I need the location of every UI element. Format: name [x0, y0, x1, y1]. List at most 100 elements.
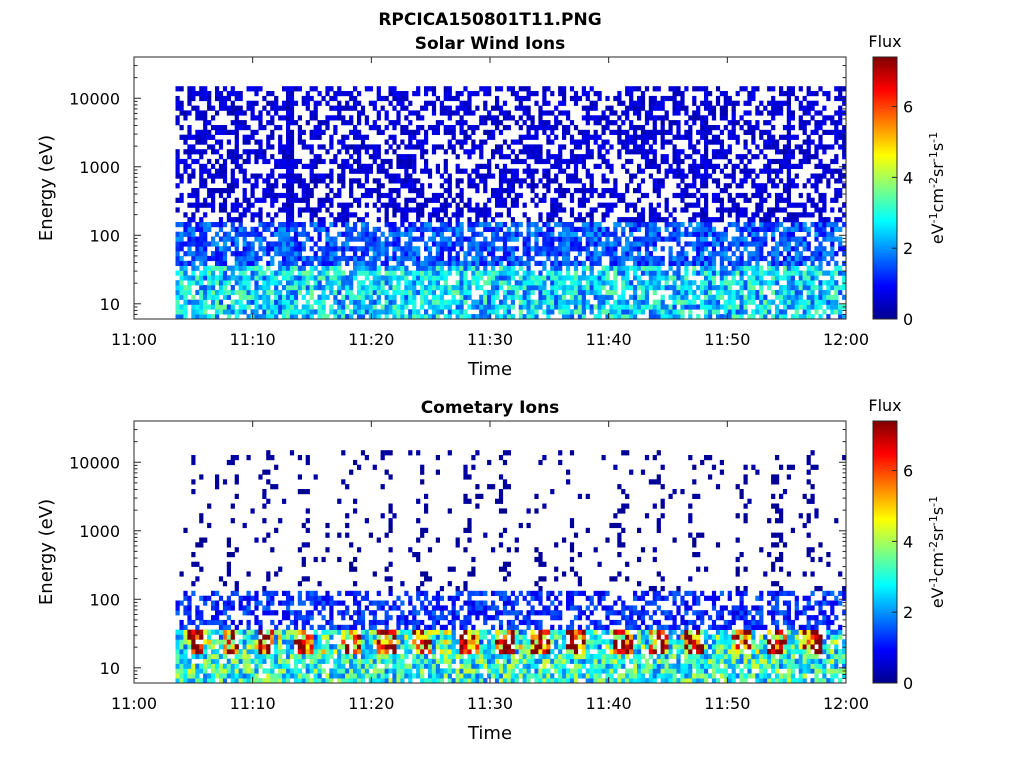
heatmap-cell	[380, 285, 385, 291]
heatmap-cell	[814, 246, 819, 252]
heatmap-cell	[238, 154, 243, 160]
heatmap-cell	[609, 241, 614, 247]
heatmap-cell	[798, 226, 803, 232]
heatmap-cell	[637, 285, 642, 291]
heatmap-cell	[289, 139, 295, 145]
heatmap-cell	[723, 236, 728, 242]
heatmap-cell	[345, 241, 350, 247]
heatmap-cell	[222, 285, 228, 291]
heatmap-cell	[483, 178, 488, 184]
heatmap-cell	[566, 226, 571, 232]
heatmap-cell	[822, 255, 827, 262]
heatmap-cell	[593, 134, 598, 140]
heatmap-cell	[554, 236, 559, 242]
heatmap-cell	[510, 251, 515, 257]
heatmap-cell	[199, 91, 204, 97]
heatmap-cell	[558, 251, 563, 257]
heatmap-cell	[218, 251, 224, 257]
heatmap-cell	[270, 154, 275, 160]
heatmap-cell	[372, 309, 377, 315]
heatmap-cell	[396, 100, 401, 106]
heatmap-cell	[183, 212, 188, 218]
heatmap-cell	[400, 95, 405, 102]
heatmap-cell	[696, 115, 701, 121]
heatmap-cell	[731, 100, 736, 106]
heatmap-cell	[688, 144, 693, 150]
heatmap-cell	[601, 241, 606, 247]
heatmap-cell	[435, 299, 440, 305]
heatmap-cell	[207, 91, 212, 97]
heatmap-cell	[341, 105, 346, 111]
heatmap-cell	[727, 222, 732, 228]
heatmap-cell	[806, 86, 811, 92]
heatmap-cell	[447, 226, 452, 232]
heatmap-cell	[483, 217, 488, 223]
heatmap-cell	[222, 129, 228, 135]
heatmap-cell	[337, 231, 342, 237]
heatmap-cell	[341, 285, 346, 291]
heatmap-cell	[183, 270, 188, 276]
heatmap-cell	[420, 149, 425, 155]
heatmap-cell	[550, 207, 555, 213]
heatmap-cell	[309, 222, 314, 228]
heatmap-cell	[475, 222, 480, 228]
heatmap-cell	[739, 86, 744, 92]
heatmap-cell	[191, 202, 196, 208]
heatmap-cell	[790, 125, 795, 131]
heatmap-cell	[569, 197, 575, 203]
heatmap-cell	[372, 125, 377, 131]
heatmap-cell	[286, 168, 291, 174]
heatmap-cell	[696, 129, 701, 135]
heatmap-cell	[388, 173, 393, 179]
heatmap-cell	[459, 304, 464, 310]
heatmap-cell	[498, 255, 504, 262]
heatmap-cell	[309, 270, 314, 276]
heatmap-cell	[668, 275, 673, 281]
heatmap-cell	[278, 236, 283, 242]
heatmap-cell	[566, 265, 571, 271]
heatmap-cell	[735, 207, 740, 213]
heatmap-cell	[408, 294, 413, 300]
heatmap-cell	[341, 134, 346, 140]
heatmap-cell	[502, 202, 508, 208]
heatmap-cell	[313, 163, 318, 169]
heatmap-cell	[589, 226, 594, 232]
heatmap-cell	[491, 105, 496, 111]
heatmap-cell	[230, 275, 235, 281]
heatmap-cell	[408, 285, 413, 291]
heatmap-cell	[688, 285, 693, 291]
heatmap-cell	[183, 168, 188, 174]
heatmap-cell	[593, 163, 598, 169]
heatmap-cell	[230, 120, 235, 126]
heatmap-cell	[175, 304, 180, 310]
heatmap-cell	[708, 173, 713, 179]
heatmap-cell	[526, 275, 531, 281]
heatmap-cell	[743, 173, 748, 179]
heatmap-cell	[309, 110, 314, 116]
heatmap-cell	[751, 91, 756, 97]
heatmap-cell	[443, 110, 448, 116]
heatmap-cell	[282, 251, 287, 257]
heatmap-cell	[447, 202, 452, 208]
heatmap-cell	[242, 158, 247, 165]
heatmap-cell	[416, 309, 421, 315]
heatmap-cell	[668, 139, 673, 145]
heatmap-cell	[360, 163, 366, 169]
heatmap-cell	[199, 294, 204, 300]
heatmap-cell	[495, 120, 500, 126]
heatmap-cell	[368, 144, 373, 150]
heatmap-cell	[708, 241, 713, 247]
heatmap-cell	[443, 222, 448, 228]
heatmap-cell	[376, 285, 381, 291]
heatmap-cell	[538, 120, 543, 126]
heatmap-cell	[534, 134, 539, 140]
heatmap-cell	[735, 183, 740, 189]
heatmap-cell	[246, 125, 251, 131]
heatmap-cell	[360, 222, 366, 228]
heatmap-cell	[672, 285, 677, 291]
heatmap-cell	[215, 255, 220, 262]
heatmap-cell	[546, 134, 551, 140]
heatmap-cell	[495, 115, 500, 121]
heatmap-cell	[487, 294, 492, 300]
heatmap-cell	[396, 304, 401, 310]
